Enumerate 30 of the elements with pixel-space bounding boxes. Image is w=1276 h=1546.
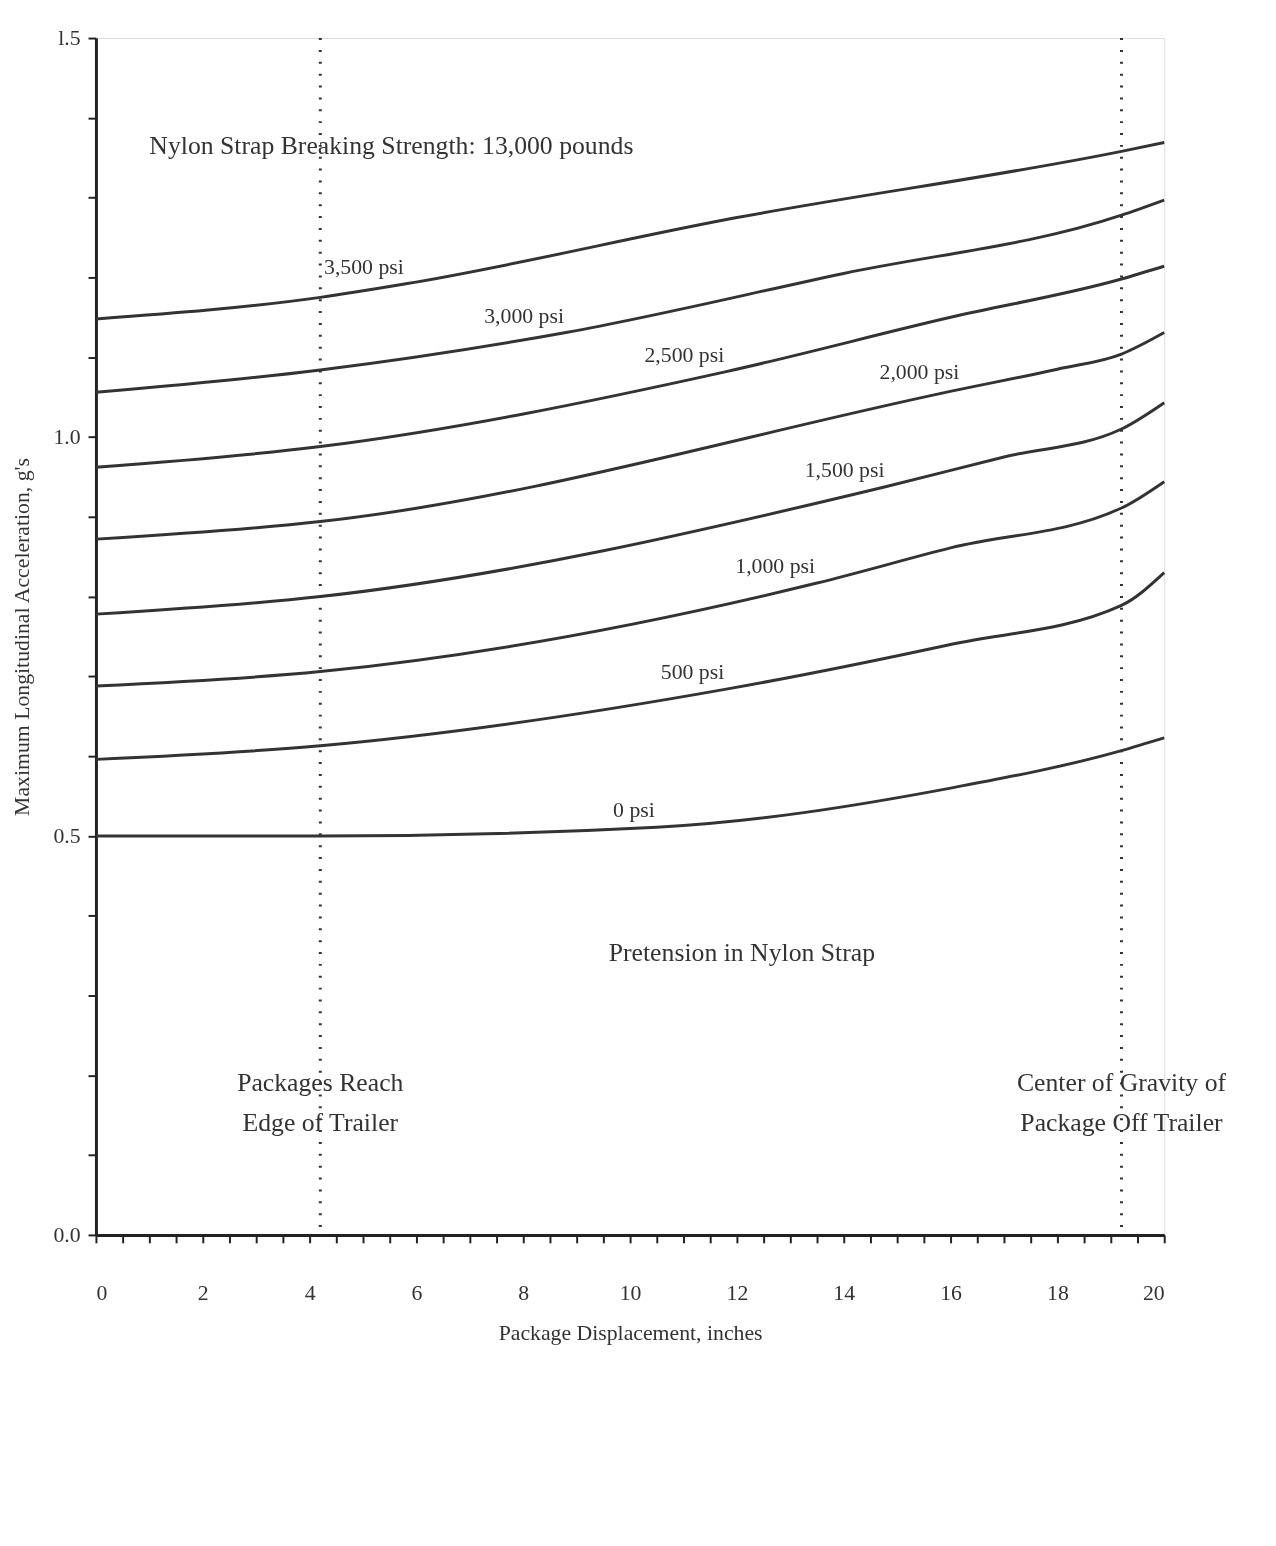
ref-line-label: Center of Gravity of Package Off Trailer <box>1016 1068 1227 1138</box>
annotation: Pretension in Nylon Strap <box>608 937 876 967</box>
y-tick-label: 0.5 <box>53 824 81 849</box>
x-tick-label: 2 <box>197 1280 209 1305</box>
x-tick-label: 8 <box>518 1280 530 1305</box>
x-tick-label: 16 <box>940 1280 963 1305</box>
x-tick-label: 6 <box>411 1280 423 1305</box>
x-axis-title: Package Displacement, inches <box>498 1321 763 1346</box>
series-label: 2,500 psi <box>644 342 725 367</box>
x-tick-label: 18 <box>1047 1280 1069 1305</box>
line-series <box>94 330 1166 541</box>
x-tick-label: 20 <box>1142 1280 1165 1305</box>
x-tick-label: 4 <box>304 1280 316 1305</box>
annotation: Nylon Strap Breaking Strength: 13,000 pounds <box>149 130 634 160</box>
x-tick-label: 14 <box>833 1280 856 1305</box>
y-tick-label: 1.0 <box>53 425 81 450</box>
series-label: 500 psi <box>660 660 725 685</box>
series-label: 0 psi <box>613 798 655 823</box>
y-tick-label: l.5 <box>58 26 81 51</box>
y-axis-title: Maximum Longitudinal Acceleration, g's <box>9 458 34 816</box>
series-label: 1,000 psi <box>735 554 816 579</box>
ref-line-label: Packages Reach Edge of Trailer <box>237 1068 404 1138</box>
series-label: 3,000 psi <box>484 303 565 328</box>
y-tick-label: 0.0 <box>53 1223 81 1248</box>
series-label: 2,000 psi <box>879 360 960 385</box>
x-tick-label: 0 <box>96 1280 108 1305</box>
series-label: 3,500 psi <box>324 254 404 279</box>
x-tick-label: 10 <box>619 1280 642 1305</box>
x-tick-label: 12 <box>726 1280 749 1305</box>
series-label: 1,500 psi <box>804 457 885 482</box>
